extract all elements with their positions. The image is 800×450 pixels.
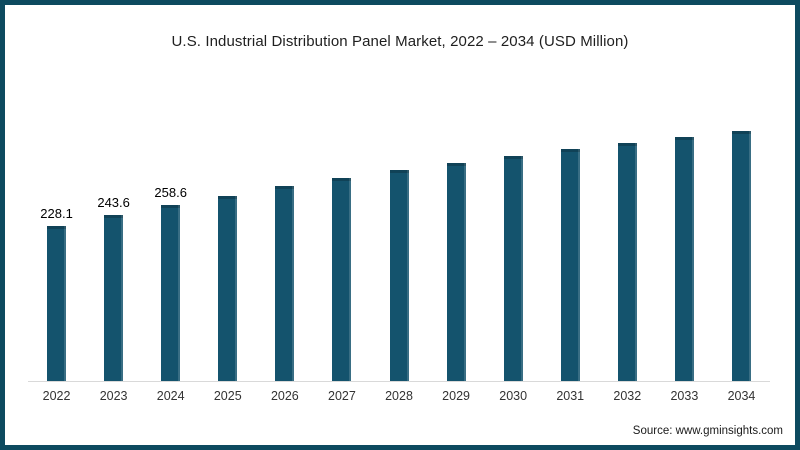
bar-column-2030: [485, 120, 542, 381]
x-axis-label-2034: 2034: [727, 389, 756, 403]
bar-2025: [218, 196, 238, 381]
x-axis-label-2030: 2030: [499, 389, 528, 403]
bar-column-2033: [656, 120, 713, 381]
source-credit: Source: www.gminsights.com: [632, 425, 783, 437]
bar-2033: [674, 137, 694, 381]
bar-2023: [104, 215, 124, 381]
bar-2031: [560, 149, 580, 381]
x-axis-label-2023: 2023: [99, 389, 128, 403]
bar-2024: [161, 205, 181, 381]
x-axis: 2022 2023 2024 2025 2026 2027 2028 2029 2030 2031…: [28, 389, 770, 404]
x-axis-label-2031: 2031: [556, 389, 585, 403]
bar-column-2024: 258.6: [142, 120, 199, 381]
bar-2030: [503, 156, 523, 381]
bar-column-2022: 228.1: [28, 120, 85, 381]
bar-2027: [332, 178, 352, 381]
x-axis-label-2024: 2024: [156, 389, 185, 403]
bar-value-label: 243.6: [97, 195, 130, 210]
bar-column-2023: 243.6: [85, 120, 142, 381]
bar-column-2028: [370, 120, 427, 381]
bar-column-2032: [599, 120, 656, 381]
x-axis-label-2028: 2028: [385, 389, 413, 403]
plot-area: 228.1 243.6 258.6: [28, 120, 770, 382]
x-axis-label-2025: 2025: [213, 389, 242, 403]
bar-column-2034: [713, 120, 770, 381]
bar-value-label: 228.1: [40, 206, 73, 221]
bar-column-2025: [199, 120, 256, 381]
x-axis-label-2026: 2026: [270, 389, 299, 403]
bar-2022: [47, 226, 67, 381]
x-axis-label-2033: 2033: [670, 389, 699, 403]
bar-2026: [275, 186, 295, 381]
chart-title: U.S. Industrial Distribution Panel Marke…: [171, 33, 629, 50]
bar-2028: [389, 170, 409, 381]
x-axis-label-2029: 2029: [442, 389, 470, 403]
bar-column-2031: [542, 120, 599, 381]
bar-value-label: 258.6: [154, 185, 187, 200]
bar-2029: [446, 163, 466, 381]
bar-column-2027: [313, 120, 370, 381]
bar-column-2029: [428, 120, 485, 381]
x-axis-label-2022: 2022: [42, 389, 71, 403]
x-axis-label-2027: 2027: [328, 389, 356, 403]
bar-column-2026: [256, 120, 313, 381]
x-axis-label-2032: 2032: [613, 389, 642, 403]
bar-2032: [617, 143, 637, 381]
bar-2034: [731, 131, 751, 381]
